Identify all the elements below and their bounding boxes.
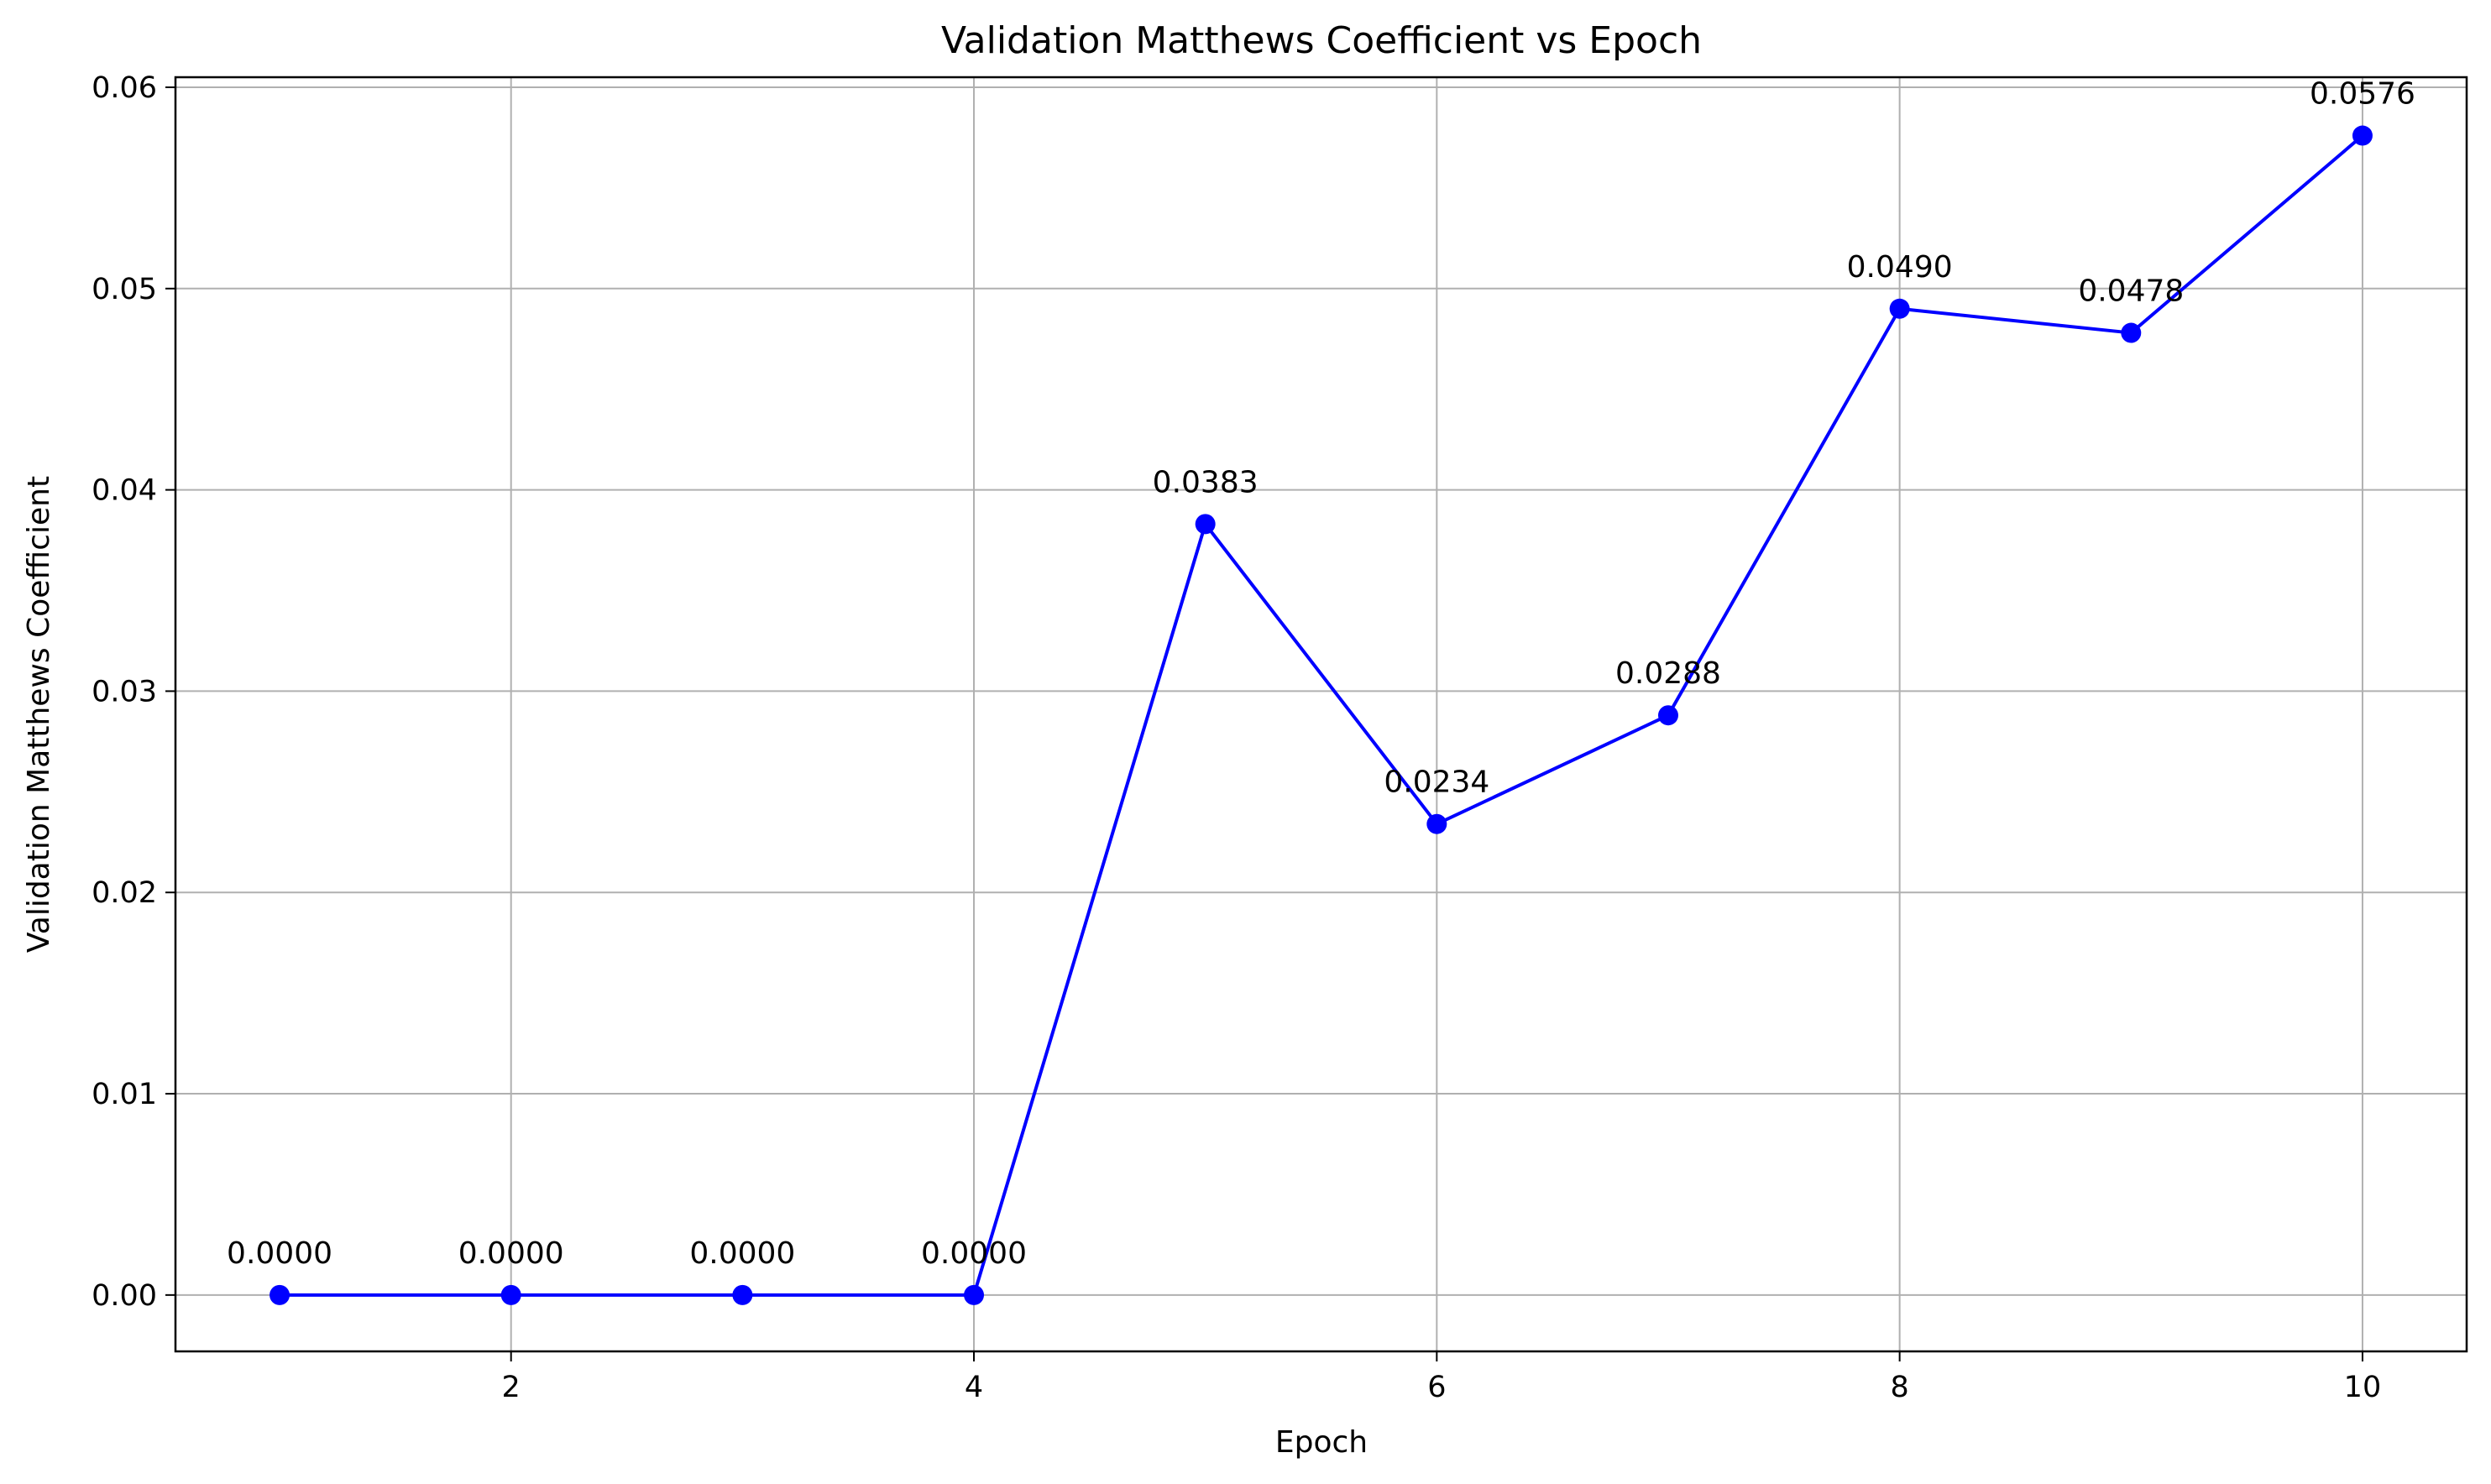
chart-title: Validation Matthews Coefficient vs Epoch (941, 19, 1702, 62)
data-point (2352, 125, 2373, 146)
x-axis-label: Epoch (1275, 1425, 1368, 1460)
data-point (732, 1284, 753, 1305)
x-tick-label: 6 (1427, 1371, 1446, 1404)
data-label: 0.0000 (921, 1236, 1027, 1271)
y-tick-label: 0.00 (92, 1279, 157, 1313)
data-label: 0.0478 (2078, 274, 2184, 309)
data-label: 0.0000 (458, 1236, 564, 1271)
data-point (964, 1284, 985, 1305)
y-tick-label: 0.02 (92, 876, 157, 910)
y-tick-label: 0.05 (92, 273, 157, 306)
data-label: 0.0288 (1615, 656, 1721, 691)
data-label: 0.0000 (689, 1236, 795, 1271)
y-tick-label: 0.06 (92, 71, 157, 105)
data-point (2121, 322, 2142, 343)
x-tick-label: 2 (502, 1371, 521, 1404)
data-point (500, 1284, 521, 1305)
series-layer: 0.0000 0.0000 0.0000 0.0000 0.0383 0.0234 0.02… (227, 77, 2415, 1305)
data-label: 0.0234 (1384, 766, 1489, 800)
y-axis: 0.00 0.01 0.02 0.03 0.04 0.05 0.06 (92, 71, 175, 1313)
y-tick-label: 0.01 (92, 1078, 157, 1111)
x-tick-label: 4 (965, 1371, 983, 1404)
y-tick-label: 0.03 (92, 675, 157, 708)
data-label: 0.0576 (2310, 77, 2415, 112)
plot-frame (174, 76, 2468, 1353)
data-point (1889, 298, 1910, 319)
data-label: 0.0000 (227, 1236, 332, 1271)
data-point (1426, 813, 1447, 834)
data-label: 0.0383 (1153, 465, 1259, 499)
x-tick-label: 10 (2344, 1371, 2382, 1404)
x-tick-label: 8 (1891, 1371, 1909, 1404)
data-label: 0.0490 (1847, 250, 1953, 285)
series-line (280, 134, 2364, 1297)
y-axis-label: Validation Matthews Coefficient (22, 476, 56, 953)
x-axis: 2 4 6 8 10 (502, 1351, 2382, 1404)
data-point (1195, 514, 1216, 535)
y-tick-label: 0.04 (92, 474, 157, 508)
data-point (1657, 705, 1678, 726)
data-point (270, 1284, 290, 1305)
